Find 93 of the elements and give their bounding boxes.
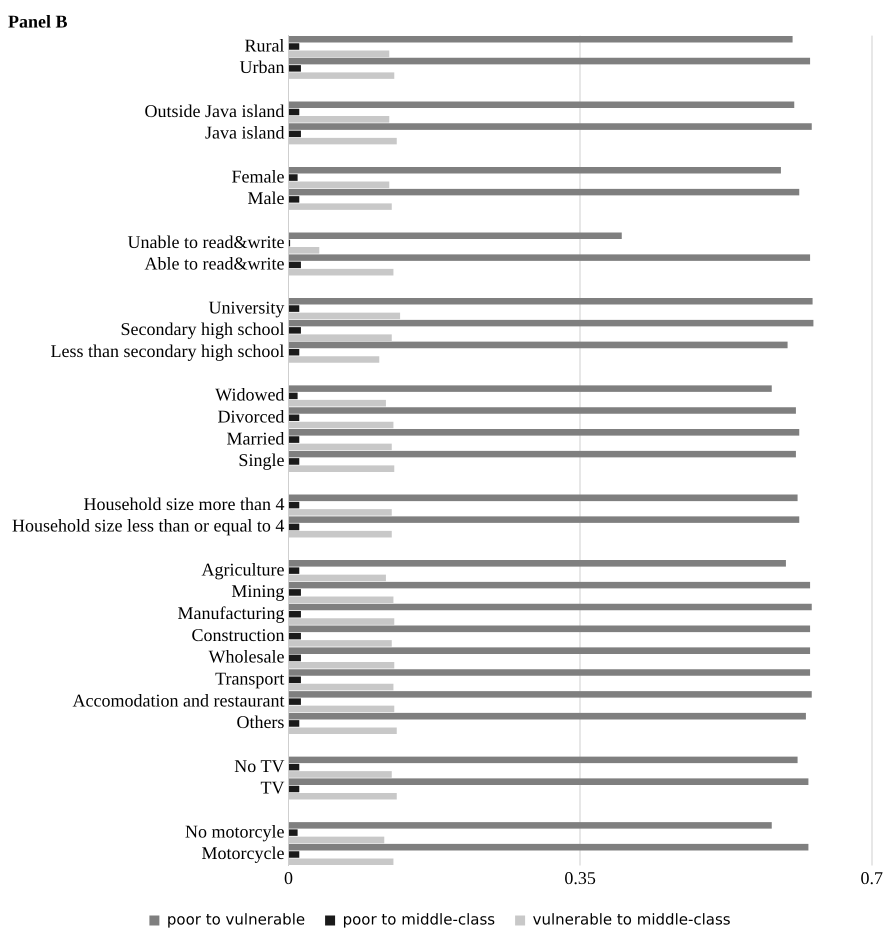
y-tick-label: Transport [215,668,284,689]
bar [288,654,301,662]
bar [288,582,810,588]
y-tick-label: Urban [239,57,284,78]
bar [288,458,300,465]
y-tick-label: Male [247,188,284,208]
y-tick-label: Able to read&write [144,254,284,274]
bar [288,756,798,764]
bar [288,348,300,356]
bar [288,58,810,64]
bar [288,647,810,654]
y-tick-label: No TV [234,756,284,776]
y-tick-label: Single [238,450,284,470]
bar [288,829,298,836]
y-tick-label: Less than secondary high school [50,340,284,361]
bar [288,604,812,610]
bar [288,65,301,72]
y-tick-label: No motorcyle [184,821,284,842]
y-tick-label: Divorced [217,406,284,426]
bar [288,305,300,312]
y-tick-label: Rural [244,35,284,56]
bar [288,232,622,240]
bar [288,524,300,530]
bar [288,174,298,181]
bar [288,36,793,43]
y-tick-label: University [208,297,284,318]
bar [288,669,810,676]
text: Panel B [8,11,68,32]
legend-label: vulnerable to middle-class [532,910,731,928]
bar [288,392,298,400]
y-tick-label: Married [226,428,284,448]
y-tick-label: Agriculture [201,559,284,580]
bar [288,720,300,727]
y-tick-label: TV [260,778,284,798]
y-tick-label: Wholesale [208,646,284,667]
bar [288,342,788,348]
bar [288,560,786,567]
bar [288,502,300,508]
bar [288,632,301,640]
bar [288,611,301,618]
legend-label: poor to vulnerable [166,910,306,928]
x-tick-label: 0.35 [564,868,596,888]
bar [288,429,800,436]
bar [288,196,300,203]
y-tick-label: Household size more than 4 [83,494,284,514]
bar [288,450,796,458]
y-tick-label: Unable to read&write [128,232,284,252]
bar [288,188,800,196]
y-tick-label: Female [231,166,284,186]
y-tick-label: Java island [204,122,284,143]
y-tick-label: Others [236,712,284,732]
bar [288,589,301,596]
bar [288,626,810,632]
bar [288,101,794,108]
legend-label: poor to middle-class [342,910,496,928]
bar [288,385,772,392]
bar [288,494,798,502]
bar [288,320,814,326]
bar [288,778,808,785]
y-tick-label: Construction [191,624,284,645]
bar [288,407,796,414]
bar [288,298,813,305]
bar [288,851,300,858]
bar [288,691,812,698]
bar [288,130,301,138]
bar [288,698,301,705]
bar [288,764,300,770]
x-tick-label: 0 [284,868,293,888]
y-tick-label: Secondary high school [120,319,284,340]
bar [288,327,301,334]
bar [288,414,300,422]
y-tick-label: Outside Java island [144,100,284,121]
bar [288,516,800,523]
bar [288,822,772,829]
y-tick-label: Mining [231,581,284,602]
x-tick-label: 0.7 [860,868,883,888]
bar [288,436,300,443]
bar [288,254,810,261]
bar [288,123,812,130]
bar [288,786,300,792]
bar [288,166,781,174]
y-tick-label: Motorcycle [201,843,284,864]
bar [288,844,808,850]
bar [288,567,300,574]
bar [288,712,806,720]
y-tick-label: Accomodation and restaurant [72,690,284,710]
y-tick-label: Household size less than or equal to 4 [12,516,284,536]
y-tick-label: Manufacturing [177,603,284,624]
bar [288,108,300,116]
y-tick-label: Widowed [215,384,284,405]
bar [288,262,301,268]
bar [288,43,300,50]
bar [288,676,301,684]
